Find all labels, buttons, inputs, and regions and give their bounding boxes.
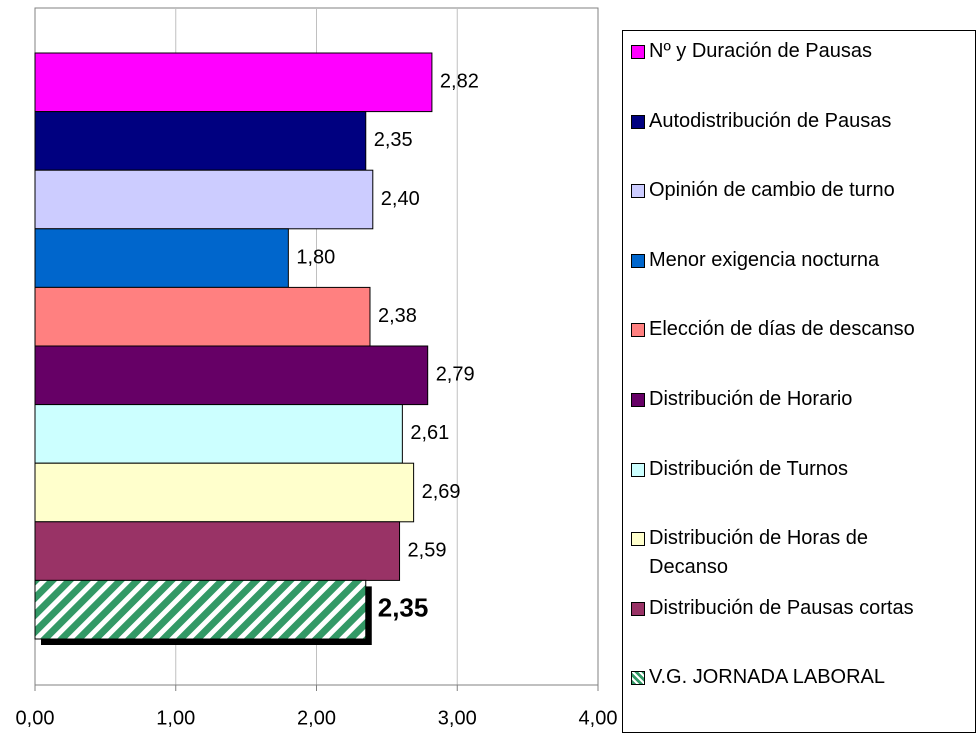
x-tick-label: 3,00 (438, 707, 477, 729)
legend-label: Distribución de Pausas cortas (649, 596, 914, 619)
legend-label: Menor exigencia nocturna (649, 248, 880, 271)
bar (34, 286, 371, 347)
bar (34, 345, 429, 406)
value-label: 1,80 (296, 246, 335, 268)
x-tick-label: 4,00 (579, 707, 618, 729)
x-tick-label: 2,00 (297, 707, 336, 729)
legend-entry: Menor exigencia nocturna (631, 246, 931, 275)
legend-label: V.G. JORNADA LABORAL (649, 666, 886, 689)
value-label: 2,61 (410, 422, 449, 444)
bar (34, 404, 403, 464)
value-label: 2,40 (381, 188, 420, 210)
value-label: 2,35 (378, 593, 429, 623)
legend-swatch (631, 601, 645, 616)
bar (34, 52, 433, 113)
x-tick-label: 1,00 (156, 707, 195, 729)
legend-entry: Nº y Duración de Pausas (631, 37, 931, 66)
legend-swatch (631, 462, 645, 477)
legend-label: Distribución de Horario (649, 388, 853, 410)
value-label: 2,59 (408, 539, 447, 561)
legend-label: Opinión de cambio de turno (649, 179, 895, 202)
legend-label: Elección de días de descanso (649, 318, 915, 341)
legend-label: Autodistribución de Pausas (649, 109, 892, 132)
legend-swatch (631, 184, 645, 199)
legend-entry: Distribución de Horas de Decanso (631, 524, 931, 582)
value-label: 2,35 (374, 129, 413, 151)
legend-entry: Distribución de Turnos (631, 455, 931, 484)
legend-entry: Distribución de Horario (631, 385, 931, 414)
bar (34, 111, 367, 171)
legend-swatch (631, 532, 645, 547)
x-tick-label: 0,00 (16, 707, 55, 729)
bar (34, 462, 415, 523)
legend: Nº y Duración de Pausas Autodistribución … (622, 30, 976, 733)
legend-swatch (631, 393, 645, 407)
bar (34, 228, 289, 288)
legend-label: Distribución de Turnos (649, 457, 848, 480)
value-label: 2,82 (440, 71, 479, 93)
legend-entry: Opinión de cambio de turno (631, 176, 931, 205)
legend-entry: V.G. JORNADA LABORAL (631, 663, 931, 692)
value-label: 2,79 (436, 364, 475, 386)
bar (34, 521, 401, 581)
legend-swatch (631, 114, 645, 129)
legend-swatch (631, 671, 645, 686)
value-label: 2,38 (378, 305, 417, 327)
bar (34, 579, 367, 640)
bar (34, 169, 374, 230)
legend-entry: Elección de días de descanso (631, 315, 931, 344)
legend-swatch (631, 45, 645, 59)
legend-swatch (631, 323, 645, 338)
legend-entry: Autodistribución de Pausas (631, 107, 931, 136)
legend-label: Distribución de Horas de Decanso (649, 527, 868, 579)
value-label: 2,69 (422, 481, 461, 503)
legend-swatch (631, 253, 645, 268)
legend-label: Nº y Duración de Pausas (649, 40, 872, 62)
legend-entry: Distribución de Pausas cortas (631, 594, 931, 623)
